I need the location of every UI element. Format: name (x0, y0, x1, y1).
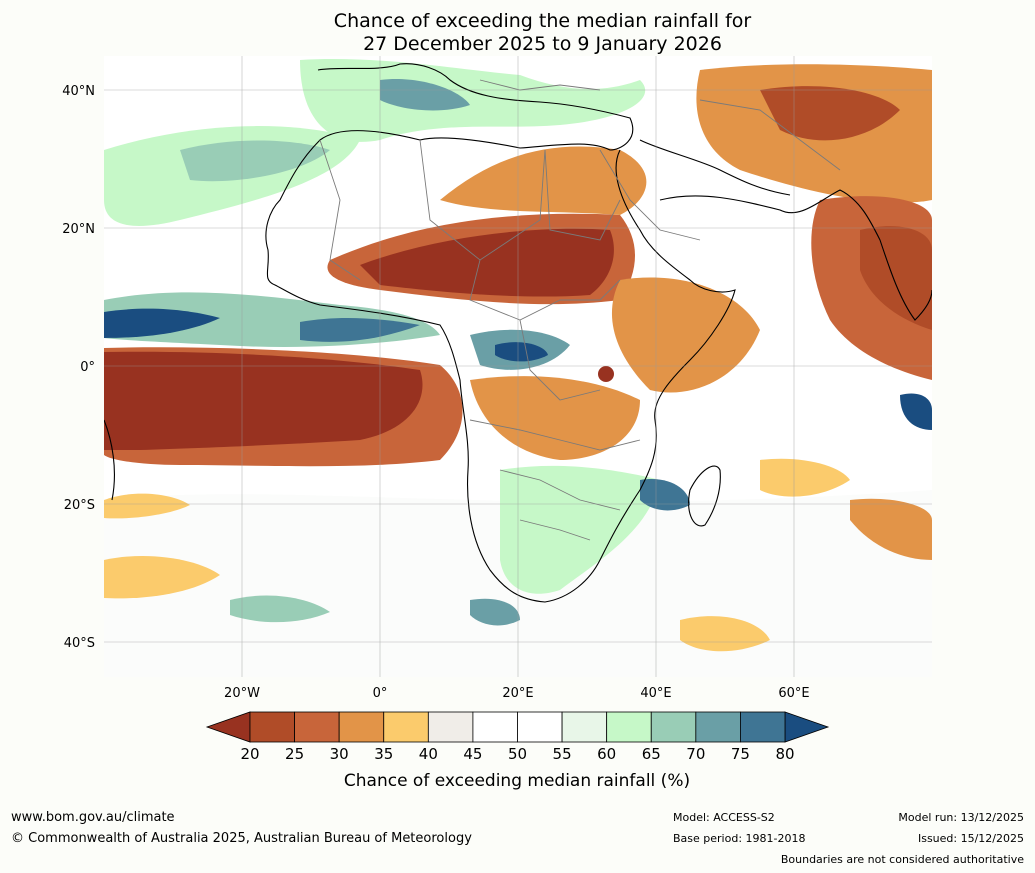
colorbar-tick-label: 40 (419, 745, 438, 763)
lake-victoria-dry-spot (598, 366, 614, 382)
colorbar-high-extend (784, 711, 830, 743)
colorbar-tick-label: 35 (374, 745, 393, 763)
mediterranean-wet-core (380, 79, 470, 111)
boundary-disclaimer: Boundaries are not considered authoritat… (780, 853, 1024, 866)
central-africa-dry (470, 376, 640, 460)
colorbar-tick-label: 45 (463, 745, 482, 763)
title-line-1: Chance of exceeding the median rainfall … (333, 10, 752, 32)
horn-of-africa-dry (611, 277, 760, 393)
model-run: Model run: 13/12/2025 (898, 811, 1024, 824)
colorbar-tick-label: 80 (775, 745, 794, 763)
colorbar-segment (650, 711, 697, 743)
south-atlantic-wet-patch (230, 595, 330, 623)
lon-label-40e: 40°E (640, 686, 671, 701)
colorbar-segment (472, 711, 518, 743)
colorbar-segment (740, 711, 786, 743)
colorbar-tick-label: 30 (330, 745, 349, 763)
southern-ocean-dry-patch (680, 616, 770, 652)
colorbar-tick-label: 60 (597, 745, 616, 763)
colorbar-tick-label: 50 (508, 745, 527, 763)
colorbar-segment (338, 711, 385, 743)
colorbar-segment (249, 711, 295, 743)
lat-label-40n: 40°N (62, 84, 95, 99)
colorbar-segment (561, 711, 608, 743)
middle-east-dry-core (760, 86, 900, 141)
lat-label-0: 0° (80, 360, 95, 375)
mozambique-wet-core (640, 479, 690, 511)
colorbar-segments (249, 711, 786, 743)
lat-label-20n: 20°N (62, 222, 95, 237)
southern-africa-wet (500, 465, 660, 594)
congo-wet-core (495, 342, 548, 362)
colorbar-tick-label: 55 (553, 745, 572, 763)
colorbar-segment (695, 711, 741, 743)
gulf-of-guinea-wet-core-west (104, 308, 220, 338)
map-title: Chance of exceeding the median rainfall … (0, 10, 1035, 56)
colorbar-segment (606, 711, 652, 743)
india-dry-core (860, 226, 932, 330)
colorbar-low-extend (205, 711, 251, 743)
lon-label-20e: 20°E (502, 686, 533, 701)
lon-label-20w: 20°W (224, 686, 260, 701)
base-period: Base period: 1981-2018 (673, 832, 806, 845)
south-atlantic-dry-patch-2 (104, 493, 190, 519)
lon-label-60e: 60°E (778, 686, 809, 701)
atlantic-wet-core (180, 140, 330, 182)
colorbar: 20 25 30 35 40 45 50 55 60 65 70 75 80 Chance of exc… (205, 711, 830, 791)
gulf-of-guinea-wet-core-east (300, 318, 420, 342)
lat-label-20s: 20°S (64, 498, 95, 513)
sahel-dry-core (360, 228, 614, 297)
longitude-labels: 20°W 0° 20°E 40°E 60°E (224, 686, 810, 701)
rainfall-field (104, 56, 932, 677)
south-africa-coast-wet-patch (470, 598, 520, 626)
colorbar-tick-label: 75 (731, 745, 750, 763)
colorbar-segment (427, 711, 474, 743)
title-line-2: 27 December 2025 to 9 January 2026 (363, 33, 722, 55)
graticule (104, 56, 932, 677)
colorbar-label: Chance of exceeding median rainfall (%) (344, 771, 690, 791)
issued-date: Issued: 15/12/2025 (917, 832, 1024, 845)
country-boundaries (319, 79, 841, 541)
colorbar-tick-labels: 20 25 30 35 40 45 50 55 60 65 70 75 80 (240, 745, 794, 763)
copyright-text: © Commonwealth of Australia 2025, Austra… (11, 831, 472, 846)
colorbar-segment (294, 711, 340, 743)
colorbar-segment (383, 711, 429, 743)
indian-ocean-wet-core (900, 393, 932, 430)
colorbar-segment (517, 711, 563, 743)
indian-ocean-dry-patch (760, 458, 850, 497)
website-link[interactable]: www.bom.gov.au/climate (11, 810, 175, 825)
equatorial-atlantic-dry-core (104, 351, 423, 450)
indian-ocean-dry-patch-2 (850, 498, 932, 560)
lon-label-0: 0° (373, 686, 388, 701)
model-name: Model: ACCESS-S2 (673, 811, 775, 824)
colorbar-tick-label: 65 (642, 745, 661, 763)
lat-label-40s: 40°S (64, 636, 95, 651)
latitude-labels: 40°N 20°N 0° 20°S 40°S (62, 84, 95, 651)
colorbar-tick-label: 20 (240, 745, 259, 763)
colorbar-tick-label: 70 (686, 745, 705, 763)
south-atlantic-dry-patch (104, 555, 220, 599)
colorbar-tick-label: 25 (285, 745, 304, 763)
